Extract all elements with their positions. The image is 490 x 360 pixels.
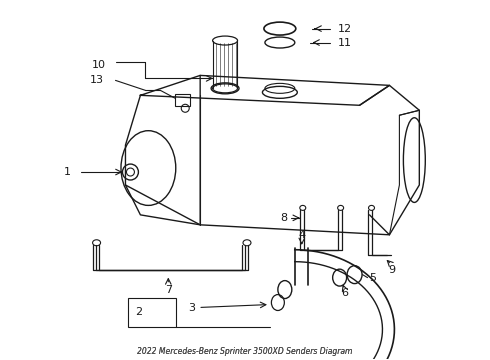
Text: 5: 5 bbox=[369, 273, 376, 283]
Text: 9: 9 bbox=[388, 265, 395, 275]
Text: 3: 3 bbox=[188, 302, 195, 312]
Bar bbox=[128, 298, 176, 328]
Text: 2: 2 bbox=[135, 307, 143, 318]
Text: 12: 12 bbox=[338, 24, 352, 33]
Text: 10: 10 bbox=[92, 60, 105, 71]
Text: 1: 1 bbox=[64, 167, 71, 177]
Text: 7: 7 bbox=[165, 284, 172, 294]
Text: 13: 13 bbox=[90, 75, 103, 85]
Text: 4: 4 bbox=[298, 230, 305, 240]
Text: 11: 11 bbox=[338, 37, 352, 48]
Text: 2022 Mercedes-Benz Sprinter 3500XD Senders Diagram: 2022 Mercedes-Benz Sprinter 3500XD Sende… bbox=[137, 347, 353, 356]
Text: 2022 Mercedes-Benz Sprinter 3500XD Senders Diagram: 2022 Mercedes-Benz Sprinter 3500XD Sende… bbox=[137, 347, 353, 356]
Text: 8: 8 bbox=[281, 213, 288, 223]
Text: 6: 6 bbox=[341, 288, 348, 298]
Bar bbox=[175, 94, 190, 106]
